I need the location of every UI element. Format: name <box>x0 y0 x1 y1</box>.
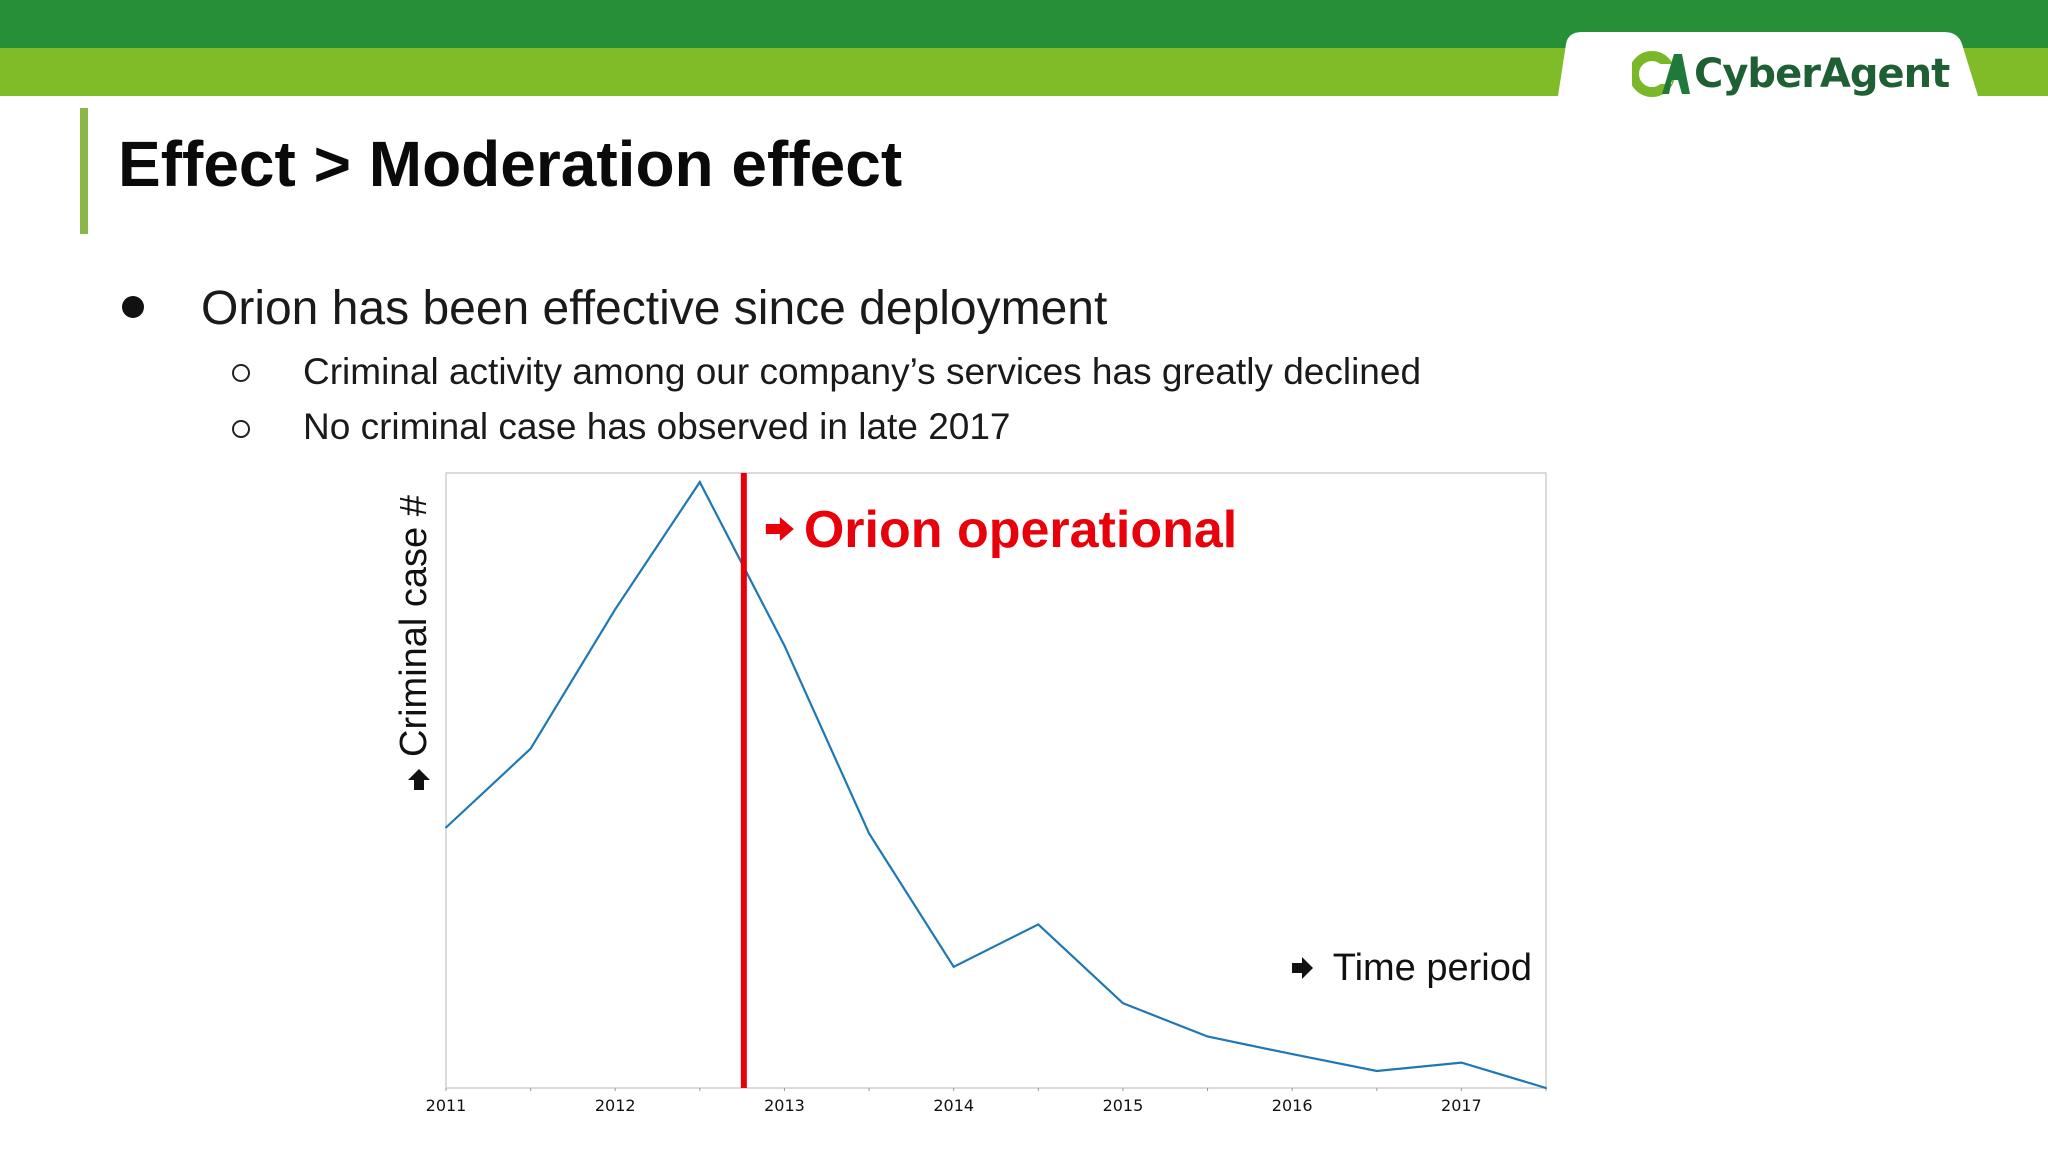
data-point <box>1121 1002 1124 1005</box>
x-tick-label: 2014 <box>933 1096 974 1115</box>
data-point <box>1037 923 1040 926</box>
x-tick-label: 2016 <box>1272 1096 1313 1115</box>
data-point <box>1460 1061 1463 1064</box>
sub-bullet-ring <box>232 364 250 382</box>
sub-bullet-1: Criminal activity among our company’s se… <box>303 351 1422 392</box>
x-tick-label: 2017 <box>1441 1096 1482 1115</box>
data-point <box>868 832 871 835</box>
series-line <box>445 479 1547 1090</box>
bullet-dot <box>122 296 144 318</box>
logo-text: CyberAgent <box>1694 51 1950 97</box>
data-point <box>1375 1070 1378 1073</box>
y-axis-title: Criminal case # <box>393 495 435 757</box>
sub-bullet-2: No criminal case has observed in late 20… <box>303 406 1011 447</box>
data-point <box>1206 1035 1209 1038</box>
orion-annotation: Orion operational <box>765 501 1237 559</box>
cyberagent-logo: CyberAgent <box>1632 46 1950 102</box>
data-point <box>952 965 955 968</box>
arrow-right-icon <box>765 517 794 541</box>
x-tick-label: 2011 <box>426 1096 467 1115</box>
arrow-right-icon <box>1292 957 1313 979</box>
data-point <box>1291 1053 1294 1056</box>
orion-operational-label: Orion operational <box>804 501 1237 559</box>
x-axis-label: Time period <box>1292 947 1532 989</box>
ca-logo-icon <box>1632 51 1690 97</box>
y-axis-label: Criminal case # <box>393 495 435 790</box>
data-point <box>1545 1087 1547 1089</box>
title-accent-bar <box>80 108 88 234</box>
x-tick-label: 2012 <box>595 1096 636 1115</box>
plot-area <box>445 472 1547 1089</box>
arrow-up-icon <box>408 769 430 790</box>
data-point <box>614 608 617 611</box>
x-tick-label: 2013 <box>764 1096 805 1115</box>
sub-bullet-ring <box>232 420 250 438</box>
x-tick-label: 2015 <box>1103 1096 1144 1115</box>
main-bullet: Orion has been effective since deploymen… <box>201 282 1108 335</box>
data-point <box>445 826 447 829</box>
x-axis-title: Time period <box>1333 947 1532 989</box>
data-point <box>783 644 786 647</box>
data-point <box>698 481 701 484</box>
page-title: Effect > Moderation effect <box>118 128 903 200</box>
data-point <box>529 747 532 750</box>
